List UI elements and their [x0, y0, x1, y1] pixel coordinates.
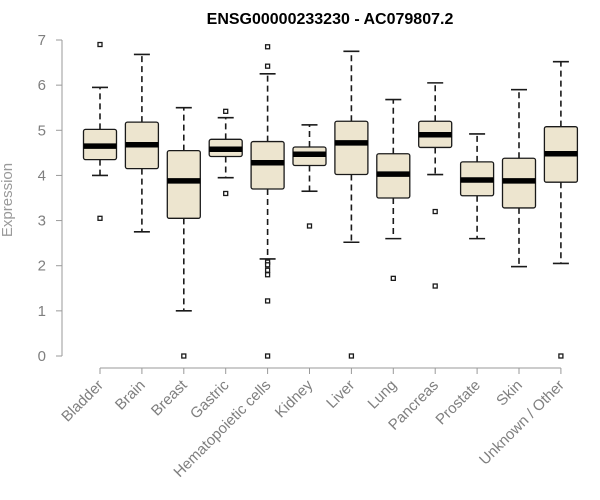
outlier-point [264, 298, 271, 304]
outlier-point [97, 41, 103, 48]
box-group [292, 124, 327, 229]
chart-title: ENSG00000233230 - AC079807.2 [207, 11, 454, 28]
x-tick-label: Brain [112, 377, 149, 414]
y-tick-label: 6 [38, 77, 46, 94]
outlier-point [432, 283, 438, 289]
outlier-point [432, 208, 438, 215]
outlier-point [264, 44, 271, 50]
box-group [501, 88, 537, 268]
box-group [250, 44, 285, 359]
outlier-point [223, 190, 229, 197]
boxes-layer [82, 41, 579, 359]
box-group [82, 41, 118, 221]
outlier-point [264, 262, 271, 268]
outlier-point [264, 63, 271, 69]
outlier-point [348, 353, 355, 359]
box-group [166, 106, 201, 359]
iqr-box [334, 120, 369, 176]
box-group [418, 82, 453, 289]
x-tick-label: Prostate [432, 377, 484, 429]
x-tick-label: Breast [148, 376, 191, 419]
x-tick-label: Skin [493, 377, 526, 410]
outlier-point [264, 353, 271, 359]
iqr-box [166, 149, 201, 219]
outlier-point [223, 108, 229, 114]
outlier-point [390, 275, 396, 282]
y-tick-label: 3 [38, 213, 46, 230]
outlier-point [558, 353, 564, 359]
y-tick-label: 7 [38, 32, 46, 49]
x-tick-label: Liver [323, 377, 358, 412]
x-tick-label: Bladder [58, 377, 107, 426]
box-group [124, 53, 160, 233]
outlier-point [306, 223, 313, 229]
box-group [208, 108, 243, 197]
x-tick-label: Lung [365, 377, 401, 413]
box-group [459, 133, 495, 240]
box-group [334, 50, 369, 359]
outlier-point [264, 267, 271, 273]
y-tick-label: 5 [38, 122, 46, 139]
y-tick-label: 2 [38, 258, 46, 275]
box-group [543, 60, 579, 359]
y-axis-label: Expression [0, 163, 16, 237]
x-tick-label: Kidney [272, 376, 317, 421]
y-axis: 0 1 2 3 4 5 6 7 [38, 32, 63, 365]
y-tick-label: 1 [38, 303, 46, 320]
box-group [376, 98, 411, 282]
y-tick-label: 0 [38, 348, 46, 365]
outlier-point [264, 272, 271, 278]
outlier-point [97, 215, 103, 221]
y-tick-label: 4 [38, 167, 46, 184]
outlier-point [181, 353, 187, 359]
